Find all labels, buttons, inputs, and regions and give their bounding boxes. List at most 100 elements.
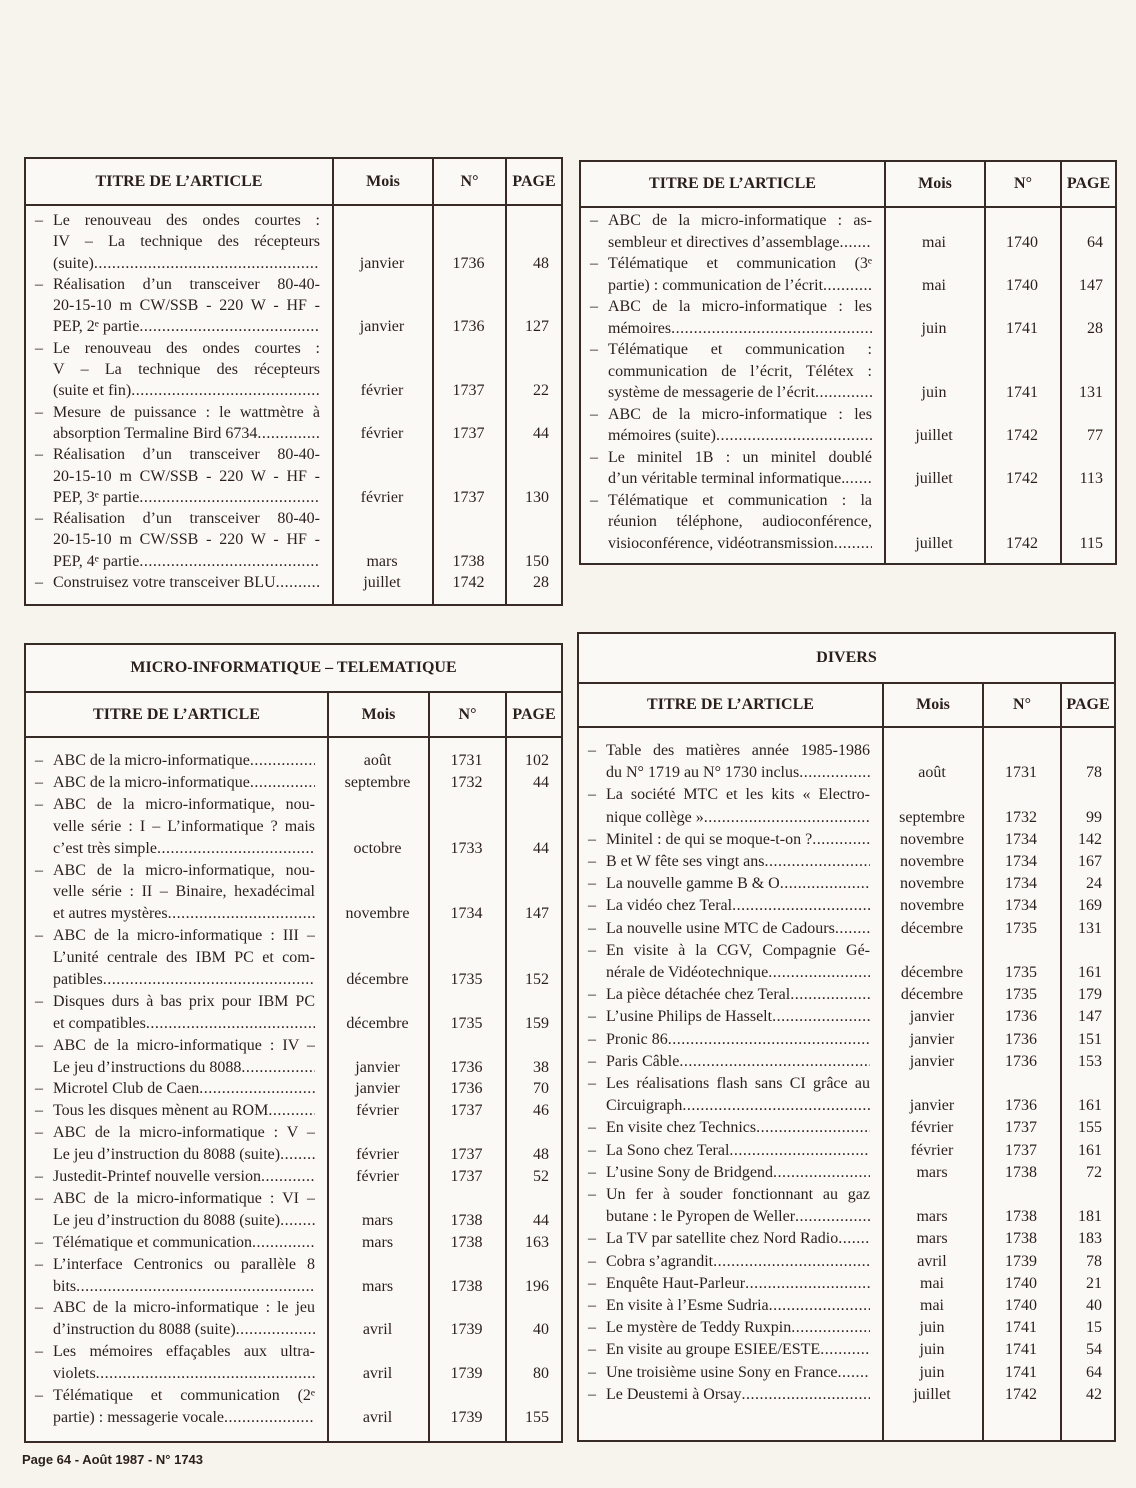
table-row: – ABC de la micro-informatique : III – L’u… bbox=[26, 925, 561, 991]
article-page: 44 bbox=[533, 1211, 549, 1229]
article-issue-number: 1742 bbox=[452, 574, 485, 592]
article-title: – ABC de la micro-informatique bbox=[26, 750, 327, 772]
article-issue-number: 1738 bbox=[452, 552, 485, 570]
title-line: ABC de la micro-informatique, nou- bbox=[53, 861, 315, 879]
table-row: – Mesure de puissance : le wattmètre à abs… bbox=[26, 402, 561, 445]
bullet-dash: – bbox=[588, 1030, 596, 1048]
column-divider bbox=[882, 728, 884, 1440]
article-month: décembre bbox=[900, 919, 964, 937]
title-line-last: PEP, 3ᵉ partie bbox=[53, 487, 320, 508]
table-row: –ABC de la micro-informatique août 1731 102 bbox=[26, 750, 561, 772]
article-issue-number: 1738 bbox=[450, 1211, 483, 1229]
article-title: – Télématique et communication (3ᵉ partie)… bbox=[581, 253, 884, 296]
article-title: – ABC de la micro-informatique : III – L’u… bbox=[26, 925, 327, 991]
article-month: juin bbox=[921, 384, 947, 401]
dot-leader bbox=[236, 1319, 315, 1341]
column-divider bbox=[332, 206, 334, 604]
title-line-last: ABC de la micro-informatique bbox=[53, 772, 315, 794]
article-issue-number: 1740 bbox=[1005, 1297, 1037, 1314]
article-issue-number: 1737 bbox=[452, 424, 485, 442]
table-row: –La TV par satellite chez Nord Radio mars… bbox=[579, 1228, 1114, 1250]
bullet-dash: – bbox=[588, 1163, 596, 1181]
article-title: – La Sono chez Teral bbox=[579, 1140, 882, 1162]
title-line: et compatibles bbox=[53, 1014, 146, 1032]
dot-leader bbox=[834, 533, 872, 555]
title-line: partie) : communication de l’écrit bbox=[608, 276, 824, 294]
title-line: Mesure de puissance : le wattmètre à bbox=[53, 403, 320, 421]
article-month: juin bbox=[919, 1319, 945, 1337]
article-issue-number: 1732 bbox=[450, 773, 483, 791]
article-page: 99 bbox=[1086, 808, 1102, 826]
title-line: Télématique et communication (3ᵉ bbox=[608, 255, 872, 272]
article-month: septembre bbox=[344, 773, 411, 791]
section-title: DIVERS bbox=[579, 634, 1114, 684]
article-issue-number: 1735 bbox=[1005, 919, 1037, 937]
article-page: 151 bbox=[1078, 1030, 1102, 1048]
bullet-dash: – bbox=[588, 742, 596, 759]
title-line-last: nique collège » bbox=[606, 807, 870, 829]
article-issue-number: 1735 bbox=[1005, 986, 1037, 1004]
table-row: – Disques durs à bas prix pour IBM PC et c… bbox=[26, 991, 561, 1035]
article-issue-number: 1734 bbox=[1005, 875, 1037, 893]
dot-leader bbox=[765, 851, 871, 873]
column-divider bbox=[505, 738, 507, 1441]
article-title: – Disques durs à bas prix pour IBM PC et c… bbox=[26, 991, 327, 1035]
article-issue-number: 1740 bbox=[1006, 233, 1038, 251]
table-row: – Table des matières année 1985-1986 du N°… bbox=[579, 740, 1114, 784]
article-title: – ABC de la micro-informatique : V – Le je… bbox=[26, 1122, 327, 1166]
article-title: – Minitel : de qui se moque-t-on ? bbox=[579, 829, 882, 851]
article-page: 183 bbox=[1078, 1230, 1102, 1248]
title-line: La nouvelle gamme B & O bbox=[606, 875, 780, 893]
table-row: –La pièce détachée chez Teral décembre 173… bbox=[579, 984, 1114, 1006]
table-row: – ABC de la micro-informatique : les mémoi… bbox=[581, 296, 1115, 339]
article-issue-number: 1738 bbox=[450, 1233, 483, 1251]
article-title: – Paris Câble bbox=[579, 1051, 882, 1073]
article-month: novembre bbox=[900, 875, 964, 893]
title-line: Le jeu d’instruction du 8088 (suite) bbox=[53, 1146, 281, 1164]
article-page: 181 bbox=[1078, 1208, 1102, 1226]
article-title: – Enquête Haut-Parleur bbox=[579, 1273, 882, 1295]
article-title: – Cobra s’agrandit bbox=[579, 1251, 882, 1273]
title-line-last: L’usine Philips de Hasselt bbox=[606, 1006, 870, 1028]
article-title: – L’usine Sony de Bridgend bbox=[579, 1162, 882, 1184]
table-body: – ABC de la micro-informatique : as-sembl… bbox=[581, 208, 1115, 563]
article-title: – La nouvelle gamme B & O bbox=[579, 873, 882, 895]
dot-leader bbox=[671, 318, 872, 340]
header-number: N° bbox=[982, 684, 1060, 726]
article-issue-number: 1736 bbox=[452, 254, 485, 272]
article-month: juillet bbox=[915, 427, 953, 444]
article-page: 163 bbox=[525, 1233, 549, 1251]
table-row: –La vidéo chez Teral novembre 1734 169 bbox=[579, 895, 1114, 917]
table-row: –Justedit-Printef nouvelle version févrie… bbox=[26, 1166, 561, 1188]
title-line: d’instruction du 8088 (suite) bbox=[53, 1321, 236, 1339]
article-title: – Télématique et communication : communica… bbox=[581, 339, 884, 404]
bullet-dash: – bbox=[35, 574, 43, 592]
article-page: 152 bbox=[525, 970, 549, 988]
bullet-dash: – bbox=[588, 1075, 596, 1092]
table-row: – L’interface Centronics ou parallèle 8 bi… bbox=[26, 1254, 561, 1298]
title-line-last: violets bbox=[53, 1363, 315, 1385]
article-title: – La TV par satellite chez Nord Radio bbox=[579, 1228, 882, 1250]
table-row: – ABC de la micro-informatique : le jeu d’… bbox=[26, 1297, 561, 1341]
bullet-dash: – bbox=[35, 275, 43, 293]
title-line: Le jeu d’instructions du 8088 bbox=[53, 1058, 242, 1076]
column-divider bbox=[984, 208, 986, 563]
article-page: 155 bbox=[525, 1408, 549, 1426]
bullet-dash: – bbox=[35, 446, 43, 464]
title-line: visioconférence, vidéotransmission bbox=[608, 534, 834, 552]
article-month: mars bbox=[361, 1233, 394, 1251]
article-month: juillet bbox=[913, 1385, 951, 1403]
table-row: – Télématique et communication : communica… bbox=[581, 339, 1115, 404]
bullet-dash: – bbox=[35, 510, 43, 528]
article-page: 24 bbox=[1086, 875, 1102, 893]
table-row: – ABC de la micro-informatique : les mémoi… bbox=[581, 404, 1115, 447]
article-month: février bbox=[910, 1119, 954, 1137]
column-header-row: TITRE DE L’ARTICLE Mois N° PAGE bbox=[26, 159, 561, 206]
dot-leader bbox=[241, 1057, 315, 1079]
article-issue-number: 1739 bbox=[450, 1321, 483, 1339]
title-line-last: PEP, 4ᵉ partie bbox=[53, 551, 320, 572]
article-page: 48 bbox=[533, 1146, 549, 1164]
article-title: – Le renouveau des ondes courtes : IV – La… bbox=[26, 210, 332, 274]
article-page: 179 bbox=[1078, 986, 1102, 1004]
title-line: violets bbox=[53, 1365, 96, 1383]
